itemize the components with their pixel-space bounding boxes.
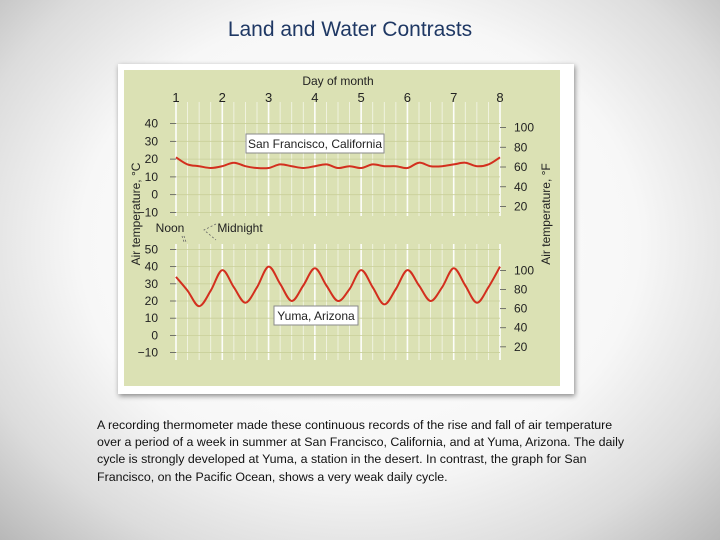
y-tick-label-c: 0: [151, 328, 158, 342]
figure-caption: A recording thermometer made these conti…: [97, 418, 625, 484]
y-tick-label-f: 80: [514, 140, 528, 154]
y-tick-label-f: 20: [514, 340, 528, 354]
y-tick-label-c: 50: [145, 242, 159, 256]
y-tick-label-f: 60: [514, 160, 528, 174]
slide-title: Land and Water Contrasts: [227, 18, 473, 41]
x-tick-label-day: 8: [496, 90, 503, 105]
x-tick-label-day: 7: [450, 90, 457, 105]
y-axis-title-f: Air temperature, °F: [539, 163, 553, 265]
y-axis-title-c: Air temperature, °C: [129, 162, 143, 265]
y-tick-label-c: −10: [138, 205, 159, 219]
x-tick-label-day: 5: [358, 90, 365, 105]
y-tick-label-f: 80: [514, 283, 528, 297]
x-tick-label-day: 2: [219, 90, 226, 105]
figure-frame: 40 30 20 10 0 −10 100 80 60 40 20 San Francisco, Ca…: [118, 64, 574, 394]
midnight-annotation: Midnight: [217, 221, 263, 235]
y-tick-label-c: 0: [151, 188, 158, 202]
midnight-pointer: [203, 223, 217, 241]
y-tick-label-c: 30: [145, 277, 159, 291]
y-tick-label-f: 20: [514, 200, 528, 214]
y-tick-label-f: 100: [514, 263, 534, 277]
y-tick-label-c: 30: [145, 134, 159, 148]
y-tick-label-c: −10: [138, 346, 159, 360]
y-tick-label-f: 40: [514, 180, 528, 194]
y-tick-label-c: 40: [145, 117, 159, 131]
y-tick-label-f: 40: [514, 321, 528, 335]
y-tick-label-c: 10: [145, 311, 159, 325]
x-tick-label-day: 4: [311, 90, 318, 105]
y-tick-label-c: 20: [145, 152, 159, 166]
noon-annotation: Noon: [156, 221, 185, 235]
x-tick-label-day: 3: [265, 90, 272, 105]
station-label: San Francisco, California: [248, 137, 382, 151]
y-tick-label-c: 20: [145, 294, 159, 308]
y-tick-label-f: 100: [514, 121, 534, 135]
y-tick-label-f: 60: [514, 302, 528, 316]
x-tick-label-day: 1: [172, 90, 179, 105]
y-tick-label-c: 40: [145, 260, 159, 274]
x-tick-label-day: 6: [404, 90, 411, 105]
x-axis-title: Day of month: [302, 74, 373, 88]
station-label-box: [245, 133, 385, 154]
noon-pointer: [181, 235, 187, 243]
y-tick-label-c: 10: [145, 170, 159, 184]
station-label: Yuma, Arizona: [277, 309, 355, 323]
station-label-box: [273, 305, 359, 326]
